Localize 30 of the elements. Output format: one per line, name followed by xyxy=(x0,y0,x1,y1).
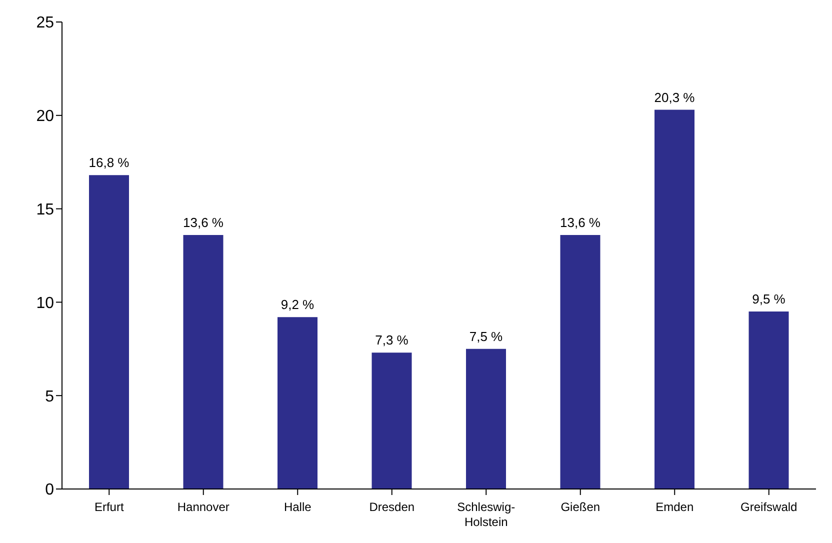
bar xyxy=(278,317,318,489)
data-label: 13,6 % xyxy=(560,214,601,230)
bar xyxy=(654,110,694,489)
bar xyxy=(89,175,129,489)
data-label: 13,6 % xyxy=(183,214,224,230)
x-tick-label: Erfurt xyxy=(94,500,124,514)
data-label: 20,3 % xyxy=(654,90,696,105)
data-label: 7,3 % xyxy=(375,332,409,348)
x-tick-label: Halle xyxy=(284,500,312,514)
x-tick-label: Hannover xyxy=(177,500,230,514)
y-tick-label: 20 xyxy=(36,108,54,126)
bar xyxy=(560,234,600,489)
x-tick-label: Emden xyxy=(656,500,694,514)
x-tick-label: Schleswig-Holstein xyxy=(457,500,516,529)
data-label: 9,5 % xyxy=(752,292,786,307)
y-tick-label: 0 xyxy=(45,482,54,499)
y-tick-label: 15 xyxy=(36,201,54,218)
data-label: 9,2 % xyxy=(280,297,315,312)
bar xyxy=(748,312,789,489)
y-tick-label: 25 xyxy=(36,14,54,32)
bar xyxy=(372,352,412,489)
bar xyxy=(466,348,506,489)
x-tick-label: Gießen xyxy=(560,500,600,514)
data-label: 7,5 % xyxy=(469,328,504,344)
bar xyxy=(183,234,224,489)
y-tick-label: 10 xyxy=(36,294,54,312)
data-label: 16,8 % xyxy=(88,155,130,170)
x-tick-label: Dresden xyxy=(369,500,415,514)
x-tick-label: Greifswald xyxy=(740,500,798,514)
y-tick-label: 5 xyxy=(45,388,54,406)
